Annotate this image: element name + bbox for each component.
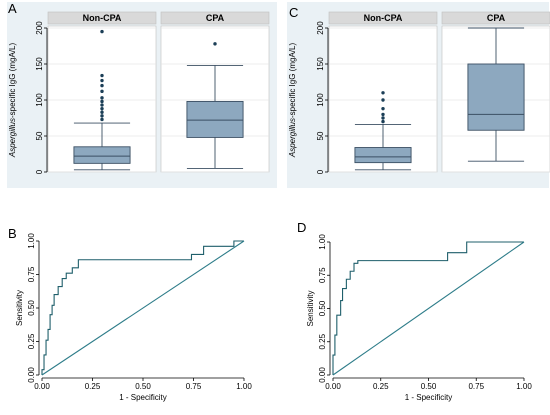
roc-panel-d: D 0.00 0.25 0.50 0.75 1.00 0.00 0.25 0.50 0.75 1.0…	[297, 220, 532, 402]
panel-letter: A	[8, 1, 17, 16]
outlier-point	[100, 73, 104, 78]
outlier-point	[381, 106, 385, 111]
y-axis-title: Aspergillus-specific IgG (mgA/L)	[8, 43, 17, 159]
y-tick-label: 0.75	[27, 266, 36, 282]
y-axis-title-italic: Aspergillus	[288, 118, 297, 158]
x-tick-label: 1.00	[236, 382, 252, 391]
panel-letter: D	[297, 220, 306, 235]
y-axis-title: Sensitivity	[15, 290, 24, 326]
group-strip	[441, 11, 550, 25]
outlier-point	[100, 78, 104, 83]
outlier-point	[381, 98, 385, 102]
outlier-point	[381, 112, 385, 117]
y-tick-label: 0.00	[318, 367, 327, 383]
roc-curve	[332, 241, 524, 375]
x-axis-title: 1 - Specificity	[119, 393, 167, 402]
y-tick-label: 50	[316, 131, 325, 140]
panel-letter: B	[8, 226, 17, 241]
y-tick-label: 0.50	[318, 300, 327, 316]
roc-curve	[41, 240, 244, 375]
outlier-point	[381, 119, 385, 124]
outlier-point	[100, 110, 104, 114]
outlier-point	[100, 29, 104, 34]
x-tick-label: 0.25	[85, 382, 101, 391]
outlier-point	[381, 116, 385, 120]
iqr-box	[467, 63, 525, 131]
y-axis-title-rest: -specific IgG (mgA/L)	[288, 43, 297, 118]
y-tick-label: 1.00	[318, 234, 327, 250]
y-tick-label: 1.00	[27, 233, 36, 249]
y-tick-label: 0.00	[27, 367, 36, 383]
outlier-point	[100, 114, 104, 118]
y-tick-label: 0	[316, 169, 325, 174]
outlier-point	[100, 99, 104, 104]
y-tick-label: 0.25	[318, 333, 327, 349]
outlier-point	[381, 91, 385, 95]
group-label: CPA	[487, 13, 506, 23]
iqr-box	[73, 146, 131, 164]
x-tick-label: 0.25	[373, 382, 389, 391]
outlier-point	[100, 117, 104, 122]
y-tick-label: 150	[316, 57, 325, 71]
group-strip	[47, 11, 157, 25]
box-panel-a: A 0 50 100 150 200 Aspergillus-specific IgG (m…	[7, 1, 277, 188]
outlier-point	[100, 106, 104, 111]
reference-diagonal	[332, 241, 525, 376]
x-tick-label: 0.75	[186, 382, 202, 391]
y-tick-label: 0.25	[27, 333, 36, 349]
group-label: CPA	[206, 13, 225, 23]
box-panel-c: C 0 50 100 150 200 Aspergillus-specific IgG (m…	[287, 2, 550, 188]
group-strip	[160, 11, 270, 25]
y-tick-label: 200	[35, 21, 44, 35]
y-axis-title-rest: -specific IgG (mgA/L)	[8, 43, 17, 118]
roc-panel-b: B 0.00 0.25 0.50 0.75 1.00 0.00 0.25 0.50 0.75 1.0…	[8, 226, 252, 402]
iqr-box	[354, 147, 412, 164]
panel-letter: C	[289, 5, 298, 20]
outlier-point	[100, 89, 104, 94]
iqr-box	[186, 100, 244, 138]
outlier-point	[100, 96, 104, 100]
y-tick-label: 200	[316, 21, 325, 35]
y-tick-label: 0.75	[318, 267, 327, 283]
y-tick-label: 50	[35, 131, 44, 140]
x-tick-label: 0.50	[421, 382, 437, 391]
y-tick-label: 0.50	[27, 300, 36, 316]
group-label: Non-CPA	[83, 13, 122, 23]
group-strip	[328, 11, 438, 25]
outlier-point	[213, 42, 217, 46]
reference-diagonal	[41, 240, 245, 376]
x-tick-label: 0.00	[34, 382, 50, 391]
y-tick-label: 150	[35, 57, 44, 71]
y-tick-label: 0	[35, 169, 44, 174]
y-tick-label: 100	[316, 93, 325, 107]
y-axis-title: Aspergillus-specific IgG (mgA/L)	[288, 43, 297, 159]
group-label: Non-CPA	[364, 13, 403, 23]
y-tick-label: 100	[35, 93, 44, 107]
outlier-point	[100, 83, 104, 88]
x-tick-label: 1.00	[516, 382, 532, 391]
x-tick-label: 0.75	[468, 382, 484, 391]
x-tick-label: 0.00	[325, 382, 341, 391]
y-axis-title-italic: Aspergillus	[8, 118, 17, 158]
x-tick-label: 0.50	[135, 382, 151, 391]
outlier-point	[100, 103, 104, 107]
x-axis-title: 1 - Specificity	[405, 393, 453, 402]
y-axis-title: Sensitivity	[306, 290, 315, 326]
